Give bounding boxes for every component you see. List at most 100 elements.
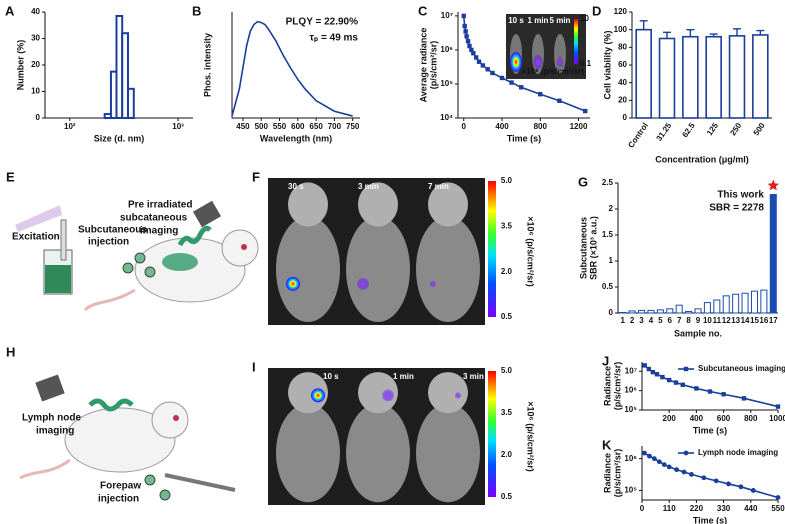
x-tick-label: 3 [639, 316, 644, 325]
y-tick-label: 0.5 [602, 282, 614, 291]
y-axis-label: Number (%) [15, 40, 25, 91]
x-tick-label: 110 [663, 504, 676, 513]
y-axis-label: SBR (×10³ a.u.) [588, 216, 598, 280]
error-bar [733, 28, 741, 36]
mouse-body [346, 403, 410, 503]
marker [666, 464, 672, 470]
x-axis-label: Time (s) [693, 425, 727, 435]
mouse-body [346, 216, 410, 323]
marker [465, 39, 471, 44]
bar [722, 295, 730, 314]
x-tick-label: 12 [722, 316, 731, 325]
signal [533, 54, 543, 70]
mouse-head [358, 372, 398, 414]
x-axis-label: Size (d. nm) [94, 133, 145, 143]
x-tick-label: 200 [663, 414, 677, 423]
mouse-head [288, 182, 328, 227]
x-tick-label: 16 [759, 316, 768, 325]
y-axis-label: Cell viability (%) [602, 30, 612, 99]
marker [660, 374, 665, 380]
error-bar [709, 33, 718, 37]
x-tick-label: 250 [728, 121, 743, 138]
vial [554, 34, 566, 74]
x-tick-label: 600 [291, 122, 305, 131]
time-label: 3 min [463, 372, 484, 381]
y-axis-label: (p/s/cm²/sr) [428, 41, 438, 90]
x-tick-label: 700 [328, 122, 342, 131]
marker [651, 456, 657, 462]
y-axis-label: (p/s/cm²/sr) [612, 362, 622, 411]
time-label: 10 s [323, 372, 339, 381]
x-tick-label: 10³ [172, 122, 184, 131]
time-label: 30 s [288, 182, 304, 191]
marker [713, 478, 719, 484]
bar [703, 302, 711, 314]
marker [469, 47, 474, 53]
error-bar [686, 28, 695, 37]
marker [476, 59, 482, 64]
colorbar-tick-label: 2.0 [501, 267, 513, 276]
bar [121, 32, 130, 120]
bar [694, 308, 702, 314]
marker [775, 404, 781, 409]
x-axis-label: Concentration (μg/ml) [655, 154, 749, 164]
y-tick-label: 10⁶ [624, 454, 637, 463]
signal [286, 276, 300, 291]
line [231, 20, 353, 117]
marker [750, 488, 756, 493]
mouse-head [288, 372, 328, 414]
x-tick-label: 800 [534, 122, 548, 131]
colorbar-tick-label: 0.1 [580, 59, 592, 68]
y-tick-label: 0 [36, 113, 41, 122]
panel-letter: E [6, 169, 15, 184]
label: Pre irradiated [128, 200, 192, 211]
x-axis-label: Time (s) [507, 133, 541, 143]
marker [650, 369, 656, 375]
y-tick-label: 2.5 [602, 178, 614, 187]
marker [707, 389, 713, 394]
bar [666, 308, 674, 314]
bar [619, 311, 627, 314]
legend-label: Subcutaneous imaging [698, 364, 785, 373]
bar [685, 310, 693, 314]
x-tick-label: 17 [769, 316, 778, 325]
signal [311, 388, 325, 403]
x-tick-label: 8 [686, 316, 691, 325]
x-tick-label: 4 [649, 316, 654, 325]
bar [705, 35, 722, 119]
mouse-head [428, 372, 468, 414]
marker [738, 484, 744, 490]
marker [583, 108, 588, 114]
error-bar [756, 29, 765, 35]
colorbar-tick-label: 5.0 [501, 366, 513, 375]
inset-label: 10 s [508, 16, 524, 25]
y-axis-label: Subcutaneous [578, 217, 588, 279]
annotation: PLQY = 22.90% [286, 17, 358, 28]
marker [499, 75, 505, 81]
time-label: 1 min [393, 372, 414, 381]
mouse-head [428, 182, 468, 227]
marker [473, 55, 479, 60]
x-tick-label: 1 [620, 316, 625, 325]
marker [661, 462, 667, 467]
x-tick-label: 2 [630, 316, 635, 325]
y-tick-label: 40 [618, 78, 627, 87]
x-tick-label: 10² [64, 122, 76, 131]
label: imaging [36, 426, 74, 437]
bar [635, 28, 652, 119]
y-tick-label: 80 [618, 42, 627, 51]
panel-letter: B [192, 3, 201, 18]
marker [647, 453, 652, 459]
bar [127, 87, 135, 119]
mouse-body [276, 216, 340, 323]
y-tick-label: 2 [609, 204, 614, 213]
panel-letter: F [252, 169, 260, 184]
y-tick-label: 10⁶ [440, 45, 453, 54]
panel-letter: K [602, 437, 612, 452]
y-axis-label: Average radiance [418, 28, 428, 103]
x-tick-label: 440 [744, 504, 758, 513]
y-tick-label: 20 [618, 95, 627, 104]
colorbar-tick-label: 3.5 [501, 408, 513, 417]
label: injection [98, 494, 139, 505]
marker [656, 459, 662, 465]
